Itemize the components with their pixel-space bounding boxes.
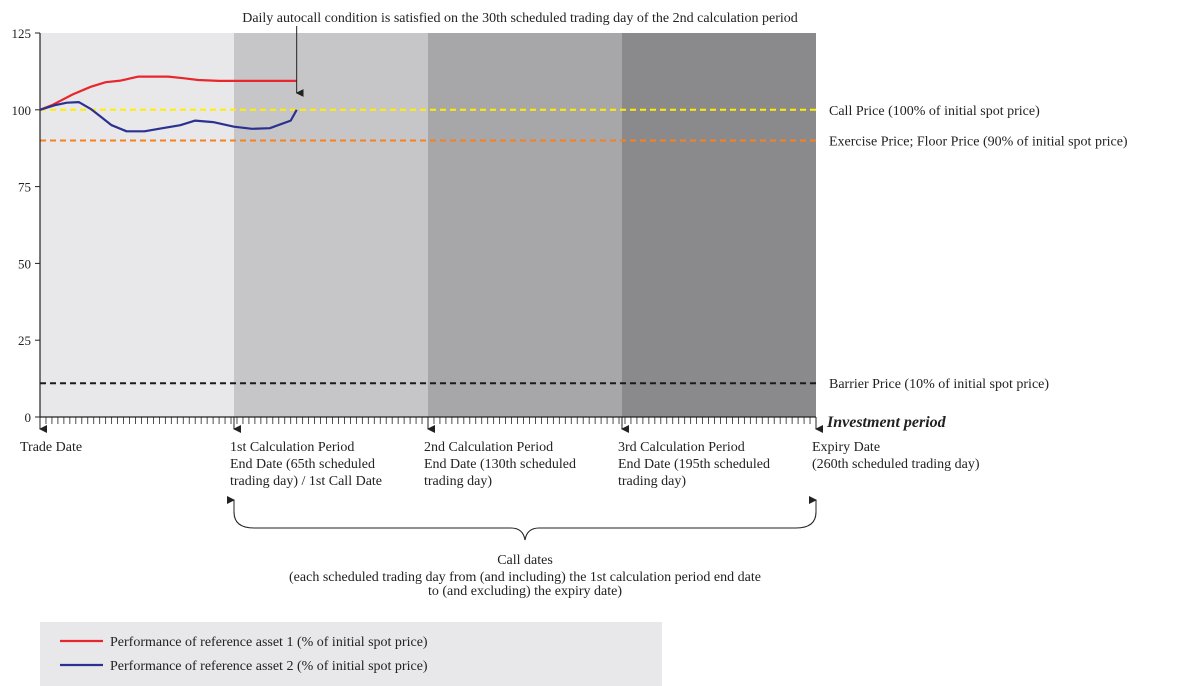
x-axis-label: Investment period xyxy=(826,414,947,431)
period-band-2 xyxy=(234,33,428,417)
reference-lines: Call Price (100% of initial spot price) E… xyxy=(40,104,1128,392)
date-label-line: End Date (130th scheduled xyxy=(424,457,576,472)
y-tick-label: 50 xyxy=(18,256,31,271)
period-band-3 xyxy=(428,33,622,417)
series-lines xyxy=(39,75,298,133)
date-label-line: 1st Calculation Period xyxy=(230,440,354,455)
legend-label-1: Performance of reference asset 1 (% of i… xyxy=(110,635,428,650)
date-label-line: End Date (65th scheduled xyxy=(230,457,375,472)
date-label-2: 1st Calculation Period End Date (65th sch… xyxy=(230,440,382,489)
date-label-line: trading day) xyxy=(618,474,686,489)
date-label-line: trading day) / 1st Call Date xyxy=(230,474,382,489)
period-band-1 xyxy=(40,33,234,417)
reference-line-label: Exercise Price; Floor Price (90% of init… xyxy=(829,135,1128,150)
date-label-4: 3rd Calculation Period End Date (195th sc… xyxy=(618,440,770,489)
date-label-line: Trade Date xyxy=(20,440,82,455)
annotations: Daily autocall condition is satisfied on… xyxy=(20,11,980,599)
y-tick-label: 75 xyxy=(18,180,31,195)
autocall-annotation: Daily autocall condition is satisfied on… xyxy=(242,11,798,26)
date-label-line: trading day) xyxy=(424,474,492,489)
date-label-line: End Date (195th scheduled xyxy=(618,457,770,472)
date-label-5: Expiry Date (260th scheduled trading day) xyxy=(812,440,980,472)
call-dates-line: Call dates xyxy=(497,553,553,568)
legend: Performance of reference asset 1 (% of i… xyxy=(40,622,662,686)
date-label-3: 2nd Calculation Period End Date (130th sc… xyxy=(424,440,576,489)
call-dates-line: to (and excluding) the expiry date) xyxy=(428,584,622,599)
date-label-line: (260th scheduled trading day) xyxy=(812,457,980,472)
y-tick-label: 0 xyxy=(25,410,32,425)
y-tick-label: 125 xyxy=(12,26,32,41)
date-label-1: Trade Date xyxy=(20,440,82,455)
date-label-line: Expiry Date xyxy=(812,440,880,455)
reference-line-label: Call Price (100% of initial spot price) xyxy=(829,104,1040,119)
calculation-period-bands xyxy=(40,33,816,417)
call-dates-text: Call dates (each scheduled trading day fr… xyxy=(289,553,761,599)
call-dates-line: (each scheduled trading day from (and in… xyxy=(289,570,761,585)
date-label-line: 3rd Calculation Period xyxy=(618,440,745,455)
y-tick-label: 100 xyxy=(12,103,32,118)
legend-box xyxy=(40,622,662,686)
period-band-4 xyxy=(622,33,816,417)
axes: 0 25 50 75 100 125 Investment period xyxy=(12,26,947,431)
series-line-1 xyxy=(39,75,297,111)
date-label-line: 2nd Calculation Period xyxy=(424,440,553,455)
reference-line-label: Barrier Price (10% of initial spot price… xyxy=(829,377,1049,392)
call-dates-brace xyxy=(233,511,817,541)
series-line-2 xyxy=(39,100,298,133)
y-tick-label: 25 xyxy=(18,333,31,348)
legend-label-2: Performance of reference asset 2 (% of i… xyxy=(110,659,428,674)
